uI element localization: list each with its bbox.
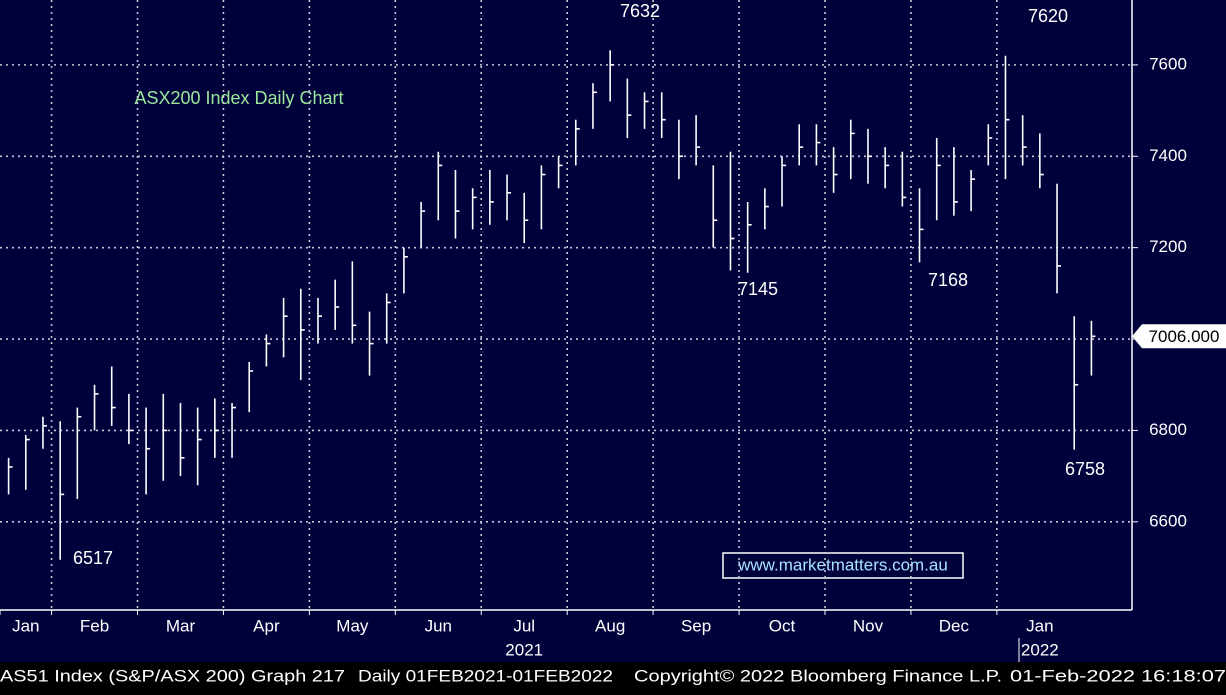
footer-text: Daily 01FEB2021-01FEB2022 (358, 666, 613, 685)
y-tick-label: 7600 (1149, 54, 1187, 73)
x-tick-label: Dec (939, 616, 970, 635)
annotation: 7168 (928, 270, 968, 290)
chart-title: ASX200 Index Daily Chart (134, 88, 343, 108)
x-tick-label: Mar (166, 616, 196, 635)
background (0, 0, 1226, 662)
watermark-box (722, 552, 964, 579)
y-tick-label: 6800 (1149, 420, 1187, 439)
x-tick-label: May (336, 616, 369, 635)
annotation: 7632 (620, 1, 660, 21)
x-tick-label: Aug (595, 616, 625, 635)
x-tick-label: Apr (253, 616, 280, 635)
annotation: 6758 (1065, 459, 1105, 479)
x-tick-label: Oct (769, 616, 796, 635)
y-tick-label: 7200 (1149, 237, 1187, 256)
year-label: 2022 (1021, 640, 1059, 659)
x-tick-label: Feb (80, 616, 109, 635)
annotation: 7620 (1028, 6, 1068, 26)
annotation: 7145 (738, 279, 778, 299)
x-tick-label: Nov (853, 616, 884, 635)
y-tick-label: 7400 (1149, 146, 1187, 165)
x-tick-label: Jan (1026, 616, 1053, 635)
annotation: 6517 (73, 548, 113, 568)
footer-text: Copyright© 2022 Bloomberg Finance L.P. (634, 666, 1002, 685)
footer-bar (0, 662, 1226, 690)
x-tick-label: Jul (513, 616, 535, 635)
last-value-box (1132, 324, 1226, 349)
footer-text: AS51 Index (S&P/ASX 200) Graph 217 (0, 666, 345, 685)
x-tick-label: Jun (425, 616, 452, 635)
last-value-label: 7006.000 (1149, 327, 1220, 346)
footer-text: 01-Feb-2022 16:18:07 (1010, 666, 1226, 685)
year-label: 2021 (505, 640, 543, 659)
y-tick-label: 6600 (1149, 511, 1187, 530)
watermark: www.marketmatters.com.au (737, 555, 948, 574)
x-tick-label: Sep (681, 616, 711, 635)
x-tick-label: Jan (12, 616, 39, 635)
